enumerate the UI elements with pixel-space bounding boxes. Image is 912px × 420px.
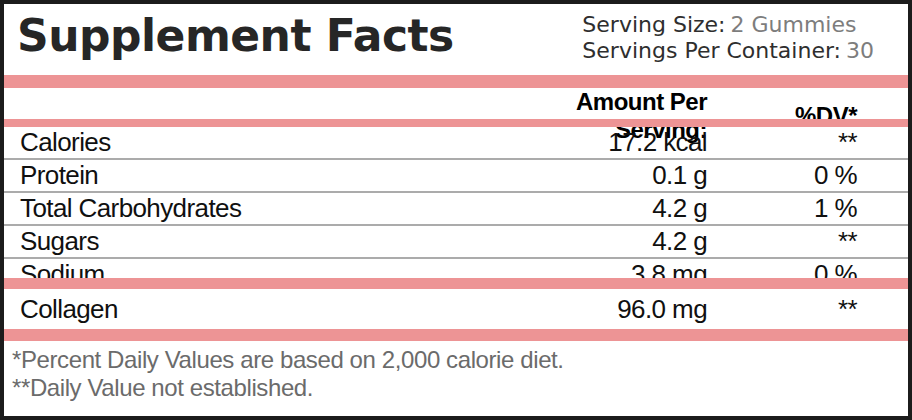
footnotes: *Percent Daily Values are based on 2,000…	[4, 341, 908, 402]
footnote-dv-not-established: **Daily Value not established.	[12, 374, 898, 402]
table-row: Collagen 96.0 mg **	[4, 289, 908, 329]
nutrient-dv: 1 %	[707, 193, 857, 224]
divider-bar-top	[4, 75, 908, 88]
nutrient-name: Collagen	[20, 294, 527, 325]
nutrient-rows: Calories 17.2 kcal ** Protein 0.1 g 0 % …	[4, 127, 908, 278]
table-row: Calories 17.2 kcal **	[4, 127, 908, 160]
divider-bar-above-collagen	[4, 278, 908, 289]
serving-size-value: 2 Gummies	[731, 12, 857, 37]
table-row: Sugars 4.2 g **	[4, 226, 908, 259]
table-header-row: Amount Per Serving: %DV*	[4, 88, 908, 119]
servings-per-container-line: Servings Per Container:30	[582, 38, 874, 64]
nutrient-dv: **	[707, 294, 857, 325]
serving-size-line: Serving Size:2 Gummies	[582, 12, 874, 38]
nutrient-name: Total Carbohydrates	[20, 193, 527, 224]
footnote-percent-dv: *Percent Daily Values are based on 2,000…	[12, 346, 898, 374]
nutrient-dv: **	[707, 127, 857, 158]
serving-size-label: Serving Size:	[582, 12, 725, 37]
divider-bar-above-footnotes	[4, 329, 908, 341]
nutrient-amount: 96.0 mg	[527, 294, 707, 325]
table-row: Protein 0.1 g 0 %	[4, 160, 908, 193]
servings-per-container-label: Servings Per Container:	[582, 38, 841, 63]
nutrient-dv: **	[707, 226, 857, 257]
divider-bar-under-header	[4, 119, 908, 127]
nutrient-amount: 17.2 kcal	[527, 127, 707, 158]
nutrient-name: Sugars	[20, 226, 527, 257]
serving-info: Serving Size:2 Gummies Servings Per Cont…	[582, 12, 874, 64]
nutrient-name: Protein	[20, 160, 527, 191]
page-title: Supplement Facts	[17, 12, 454, 60]
nutrient-amount: 4.2 g	[527, 193, 707, 224]
nutrient-amount: 4.2 g	[527, 226, 707, 257]
table-row: Total Carbohydrates 4.2 g 1 %	[4, 193, 908, 226]
nutrient-dv: 0 %	[707, 160, 857, 191]
nutrient-name: Calories	[20, 127, 527, 158]
nutrient-amount: 0.1 g	[527, 160, 707, 191]
servings-per-container-value: 30	[846, 38, 874, 63]
supplement-facts-panel: Supplement Facts Serving Size:2 Gummies …	[0, 0, 912, 420]
panel-header: Supplement Facts Serving Size:2 Gummies …	[4, 4, 908, 75]
